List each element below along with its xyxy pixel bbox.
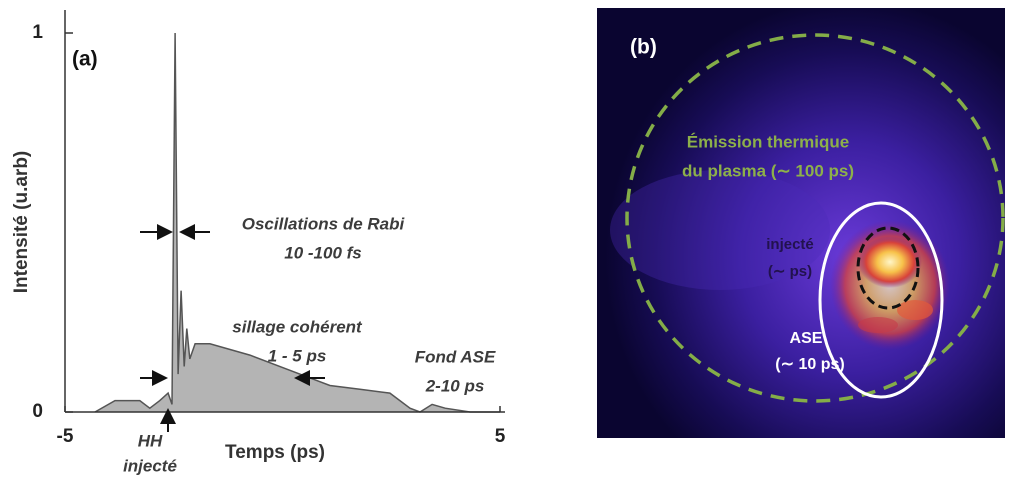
panel-label: (a): [72, 48, 98, 71]
y-tick-label: 0: [32, 401, 43, 422]
annotation: HH: [138, 431, 163, 450]
plasma-image: [597, 8, 1005, 438]
annotation: injecté: [766, 236, 814, 253]
hot-core: [858, 236, 922, 288]
hot-spot: [897, 300, 933, 320]
x-tick-label: -5: [57, 426, 74, 447]
thermal-ellipse: [625, 33, 1005, 403]
panel-label: (b): [630, 36, 657, 59]
annotation: Émission thermique: [687, 132, 849, 151]
annotation: 1 - 5 ps: [268, 346, 327, 365]
glow: [610, 170, 830, 290]
annotation: du plasma (∼ 100 ps): [682, 161, 854, 180]
hot-spot: [858, 317, 898, 333]
annotation: Oscillations de Rabi: [242, 214, 406, 233]
x-axis-label: Temps (ps): [225, 442, 325, 463]
y-tick-label: 1: [32, 22, 43, 43]
annotation: Fond ASE: [415, 347, 496, 366]
annotation: ASE: [790, 330, 823, 347]
annotation: sillage cohérent: [232, 317, 363, 336]
ase-ellipse: [818, 201, 944, 399]
y-axis-label: Intensité (u.arb): [11, 151, 32, 294]
annotation: 2-10 ps: [425, 376, 485, 395]
annotation: 10 -100 fs: [284, 243, 362, 262]
injected-ellipse: [856, 226, 920, 310]
x-tick-label: 5: [495, 426, 506, 447]
annotation: (∼ 10 ps): [775, 356, 844, 373]
annotation: injecté: [123, 456, 177, 475]
area-fill: [95, 33, 500, 412]
annotation: (∼ ps): [768, 263, 812, 280]
panel-b: (b) Émission thermique du plasma (∼ 100 …: [597, 8, 1005, 438]
chart-a: 0 1 -5 5 Temps (ps) Intensité (u.arb) (a) Oscil…: [11, 10, 506, 475]
